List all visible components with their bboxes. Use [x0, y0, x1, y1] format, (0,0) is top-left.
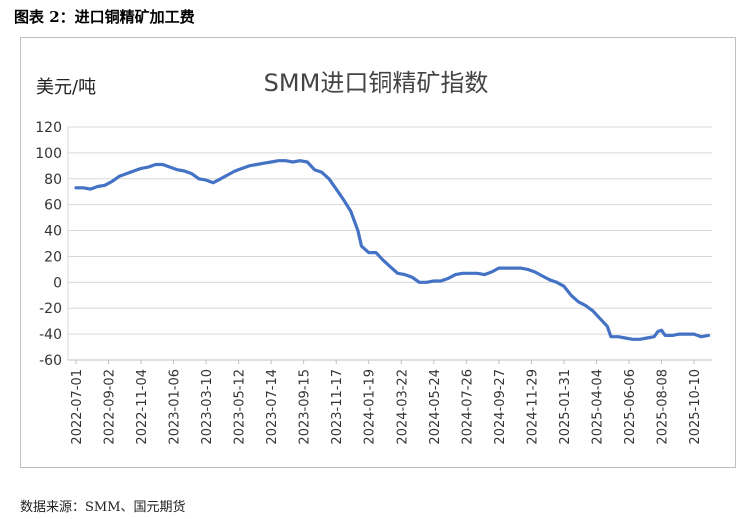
x-tick-label: 2025-10-10 [688, 369, 703, 445]
x-tick-label: 2024-03-22 [395, 369, 410, 445]
x-tick-label: 2023-05-12 [233, 369, 248, 445]
x-tick-label: 2022-09-02 [103, 369, 118, 445]
source-note: 数据来源：SMM、国元期货 [20, 500, 186, 515]
figure-caption: 图表 2：进口铜精矿加工费 [14, 8, 195, 26]
y-tick-label: -20 [39, 301, 62, 317]
x-tick-label: 2025-01-31 [558, 369, 573, 445]
x-axis [67, 127, 712, 361]
x-tick-label: 2025-06-06 [623, 369, 638, 445]
y-tick-label: -40 [39, 327, 62, 343]
grid-lines [68, 126, 712, 361]
x-tick-label: 2024-09-27 [493, 369, 508, 445]
chart-title: SMM进口铜精矿指数 [264, 69, 489, 97]
y-tick-label: 0 [53, 275, 62, 291]
x-tick-label: 2022-07-01 [70, 369, 85, 445]
x-tick-label: 2025-04-04 [590, 369, 605, 445]
y-tick-label: 100 [35, 146, 62, 162]
x-tick-label: 2023-11-17 [330, 369, 345, 445]
x-tick-label: 2023-01-06 [168, 369, 183, 445]
y-tick-label: 120 [35, 120, 62, 136]
x-tick-label: 2023-09-15 [298, 369, 313, 445]
y-axis-unit: 美元/吨 [36, 77, 96, 98]
x-tick-label: 2025-08-08 [655, 369, 670, 445]
x-tick-labels: 2022-07-01 2022-09-02 2022-11-04 2023-01-06… [70, 360, 703, 445]
y-tick-label: -60 [39, 353, 62, 369]
y-tick-label: 20 [44, 249, 62, 265]
y-tick-labels: -60 -40 -20 0 20 40 60 80 100 120 [35, 120, 62, 369]
x-tick-label: 2024-01-19 [363, 369, 378, 445]
y-tick-label: 40 [44, 224, 62, 240]
x-tick-label: 2024-05-24 [428, 369, 443, 445]
y-tick-label: 60 [44, 198, 62, 214]
y-tick-label: 80 [44, 172, 62, 188]
x-tick-label: 2022-11-04 [135, 369, 150, 445]
series-line [74, 159, 711, 341]
x-tick-label: 2024-07-26 [460, 369, 475, 445]
x-tick-label: 2023-03-10 [200, 369, 215, 445]
series-layer [74, 159, 711, 341]
x-tick-label: 2024-11-29 [525, 369, 540, 445]
x-tick-label: 2023-07-14 [265, 369, 280, 445]
